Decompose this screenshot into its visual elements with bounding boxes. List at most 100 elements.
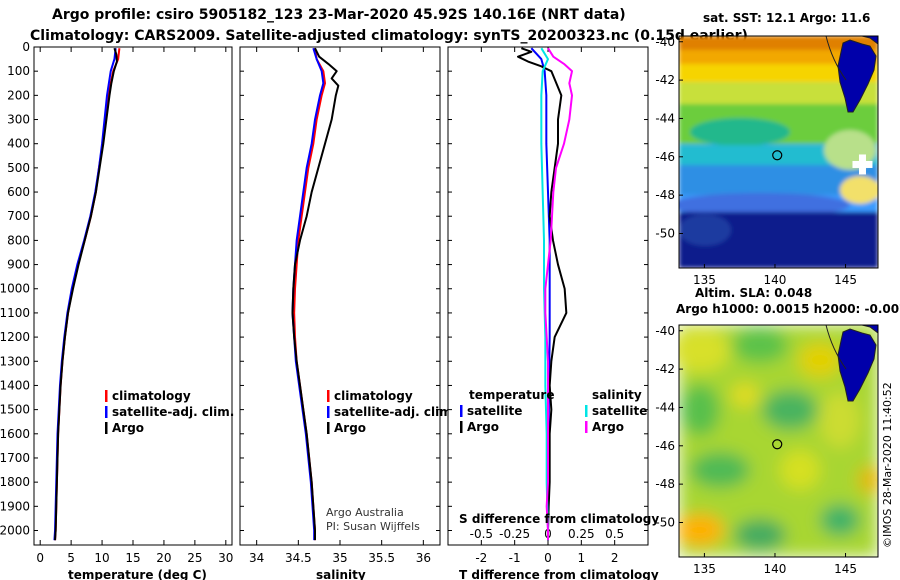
map-y-tick-label: -44	[655, 111, 675, 125]
map-y-tick-label: -48	[655, 477, 675, 491]
series-line-argo	[54, 47, 118, 541]
map-y-tick-label: -46	[655, 150, 675, 164]
difference-y-ticks	[448, 46, 648, 531]
x-tick-label: 36	[416, 551, 431, 565]
depth-axis: 0 100 200 300 400 500 600 700 800 900 1000 1100 1200…	[0, 40, 38, 537]
legend-climatology: climatology	[334, 389, 413, 403]
map-y-tick-label: -48	[655, 188, 675, 202]
depth-tick-label: 1600	[0, 427, 30, 441]
map-y-tick-label: -46	[655, 439, 675, 453]
salinity-lines	[291, 47, 340, 541]
salinity-frame	[239, 46, 441, 546]
s-tick-label: -0.25	[499, 527, 530, 541]
x-tick-label: 35.5	[368, 551, 395, 565]
temperature-panel: 0100200300400500600700800900100011001200…	[0, 40, 234, 580]
depth-tick-label: 500	[7, 161, 30, 175]
title-line-2: Climatology: CARS2009. Satellite-adjuste…	[30, 28, 748, 44]
sst-map-title: sat. SST: 12.1 Argo: 11.6	[703, 11, 870, 25]
legend-mark-satellite	[105, 406, 108, 418]
sla-map-axes: 135 140 145 -40 -42 -44 -46 -48 -50	[655, 324, 857, 576]
legend-mark-climatology	[105, 390, 108, 402]
x-tick-label: 20	[156, 551, 171, 565]
legend-s-satellite: satellite	[592, 404, 647, 418]
series-line-s-satellite	[540, 47, 549, 541]
map-y-tick-label: -40	[655, 324, 675, 338]
depth-tick-label: 1200	[0, 330, 30, 344]
legend-argo: Argo	[112, 421, 144, 435]
series-line-argo	[291, 47, 340, 541]
x-tick-label: 0	[544, 551, 552, 565]
map-x-tick-label: 135	[693, 562, 716, 576]
legend-mark-argo	[105, 422, 108, 434]
salinity-legend: climatology satellite-adj. clim. Argo	[327, 389, 456, 435]
sla-map-subtitle: Argo h1000: 0.0015 h2000: -0.0077	[676, 302, 900, 316]
legend-mark-climatology	[327, 390, 330, 402]
x-tick-label: 34	[249, 551, 264, 565]
tasmania-land	[837, 39, 877, 113]
map-y-tick-label: -42	[655, 73, 675, 87]
x-tick-label: 15	[125, 551, 140, 565]
depth-tick-label: 1000	[0, 282, 30, 296]
x-tick-label: -2	[475, 551, 487, 565]
depth-tick-label: 600	[7, 185, 30, 199]
tasmania-land	[837, 328, 877, 402]
credit-text: ©IMOS 28-Mar-2020 11:40:52	[881, 382, 894, 548]
temperature-lines	[53, 47, 121, 541]
map-x-tick-label: 140	[764, 562, 787, 576]
legend-mark-satellite	[327, 406, 330, 418]
x-tick-label: 30	[218, 551, 233, 565]
legend-mark-t-argo	[460, 421, 463, 433]
map-x-tick-label: 145	[834, 562, 857, 576]
sst-map-frame	[678, 35, 879, 269]
salinity-xlabel: salinity	[316, 568, 366, 580]
x-tick-label: 34.5	[285, 551, 312, 565]
x-tick-label: 10	[94, 551, 109, 565]
salinity-x-axis: 34 34.5 35 35.5 36	[249, 47, 431, 565]
temperature-xlabel: temperature (deg C)	[68, 568, 207, 580]
depth-tick-label: 0	[22, 40, 30, 54]
difference-xlabel: T difference from climatology	[459, 568, 659, 580]
difference-legend: temperature salinity satellite Argo sate…	[460, 388, 647, 434]
sla-map-frame	[678, 324, 879, 558]
depth-tick-label: 2000	[0, 523, 30, 537]
title-line-1: Argo profile: csiro 5905182_123 23-Mar-2…	[52, 7, 626, 23]
depth-tick-label: 1500	[0, 403, 30, 417]
profile-location-marker	[772, 439, 783, 450]
difference-panel: -2 -1 0 1 2-0.5 -0.25 0 0.25 0.5 T difference fr…	[447, 46, 659, 580]
x-tick-label: 1	[578, 551, 586, 565]
legend-s-argo: Argo	[592, 420, 624, 434]
difference-lines	[517, 47, 573, 541]
salinity-y-ticks	[240, 46, 440, 531]
map-x-tick-label: 135	[693, 273, 716, 287]
s-tick-label: -0.5	[470, 527, 493, 541]
difference-x-axis: -2 -1 0 1 2-0.5 -0.25 0 0.25 0.5	[470, 47, 624, 565]
x-tick-label: 35	[332, 551, 347, 565]
depth-tick-label: 700	[7, 209, 30, 223]
legend-satellite: satellite-adj. clim.	[112, 405, 234, 419]
profile-location-marker	[772, 150, 783, 161]
depth-tick-label: 1900	[0, 499, 30, 513]
series-line-s-argo	[544, 47, 573, 541]
x-tick-label: 2	[611, 551, 619, 565]
map-x-tick-label: 140	[764, 273, 787, 287]
legend-argo: Argo	[334, 421, 366, 435]
s-tick-label: 0.25	[568, 527, 595, 541]
x-tick-label: 25	[187, 551, 202, 565]
depth-tick-label: 1100	[0, 306, 30, 320]
depth-tick-label: 1800	[0, 475, 30, 489]
depth-tick-label: 1700	[0, 451, 30, 465]
sst-map-axes: 135 140 145 -40 -42 -44 -46 -48 -50	[655, 35, 857, 287]
x-tick-label: -1	[509, 551, 521, 565]
annotation-argo-australia: Argo Australia	[326, 506, 404, 519]
map-y-tick-label: -44	[655, 400, 675, 414]
s-tick-label: 0.5	[605, 527, 624, 541]
x-tick-label: 5	[67, 551, 75, 565]
legend-mark-s-satellite	[585, 405, 588, 417]
s-difference-label: S difference from climatology	[459, 512, 659, 526]
legend-satellite: satellite-adj. clim.	[334, 405, 456, 419]
sst-map: sat. SST: 12.1 Argo: 11.6	[655, 11, 879, 287]
legend-mark-t-satellite	[460, 405, 463, 417]
legend-header-temperature: temperature	[469, 388, 554, 402]
legend-t-argo: Argo	[467, 420, 499, 434]
